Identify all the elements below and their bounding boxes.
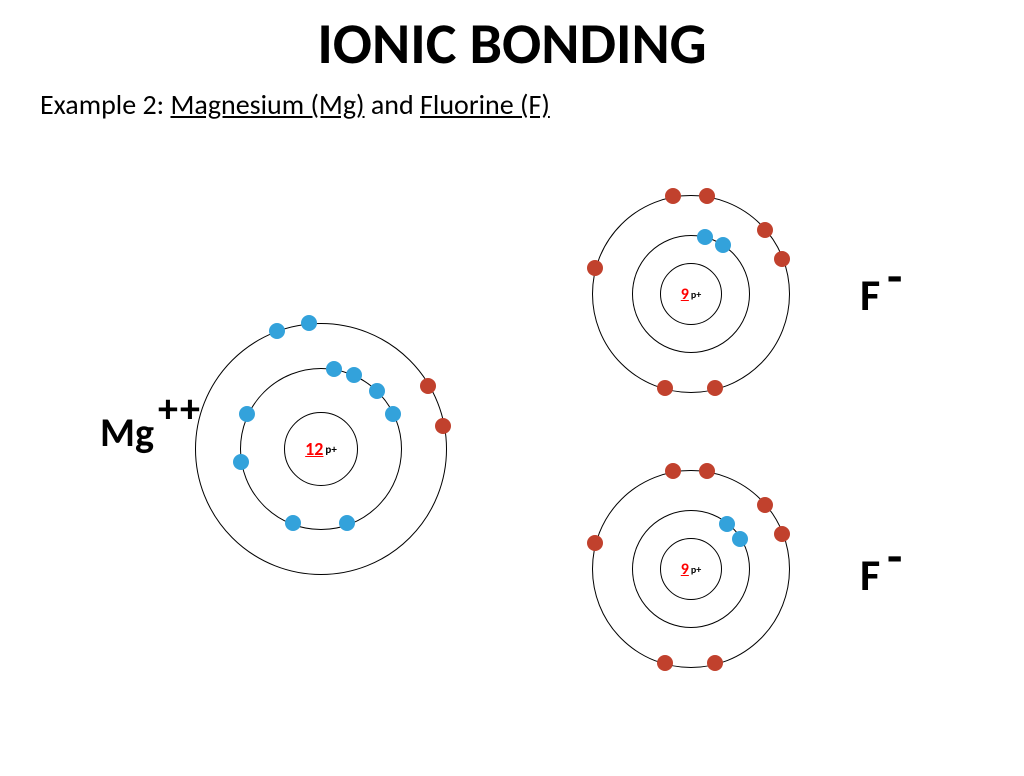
electron [420,378,436,394]
ion-label-mg: Mg [100,408,154,457]
electron [326,361,342,377]
electron [715,237,731,253]
electron [732,531,748,547]
electron [587,535,603,551]
electron [435,418,451,434]
electron [657,655,673,671]
electron [285,515,301,531]
electron [385,406,401,422]
charge-sign: + [180,384,200,433]
subtitle-prefix: Example 2: [40,87,170,122]
electron [757,222,773,238]
nucleus: 9p+ [660,538,722,600]
electron [707,655,723,671]
proton-count: 9 [681,285,689,304]
proton-count: 12 [305,438,323,460]
ion-label-f2: F [860,548,880,602]
charge-sign: - [887,526,902,587]
electron [346,367,362,383]
electron [239,406,255,422]
page-title: IONIC BONDING [0,8,1024,79]
charge-sign: - [887,246,902,307]
subtitle-element-1: Magnesium (Mg) [170,87,364,122]
electron [587,260,603,276]
nucleus: 12p+ [284,412,358,486]
electron [665,463,681,479]
electron [757,497,773,513]
electron [339,515,355,531]
subtitle-element-2: Fluorine (F) [420,87,550,122]
charge-sign: + [158,384,178,433]
proton-label: p+ [325,443,336,456]
electron [699,188,715,204]
electron [369,383,385,399]
subtitle: Example 2: Magnesium (Mg) and Fluorine (… [40,87,1024,122]
electron [657,380,673,396]
electron [665,188,681,204]
ion-label-f1: F [860,268,880,322]
electron [707,380,723,396]
subtitle-mid: and [365,87,421,122]
electron [719,516,735,532]
proton-label: p+ [691,563,701,576]
electron [233,454,249,470]
electron [269,323,285,339]
electron [774,251,790,267]
proton-label: p+ [691,288,701,301]
electron [774,526,790,542]
nucleus: 9p+ [660,263,722,325]
proton-count: 9 [681,560,689,579]
electron [699,463,715,479]
electron [697,229,713,245]
electron [301,315,317,331]
title-text: IONIC BONDING [317,8,706,79]
